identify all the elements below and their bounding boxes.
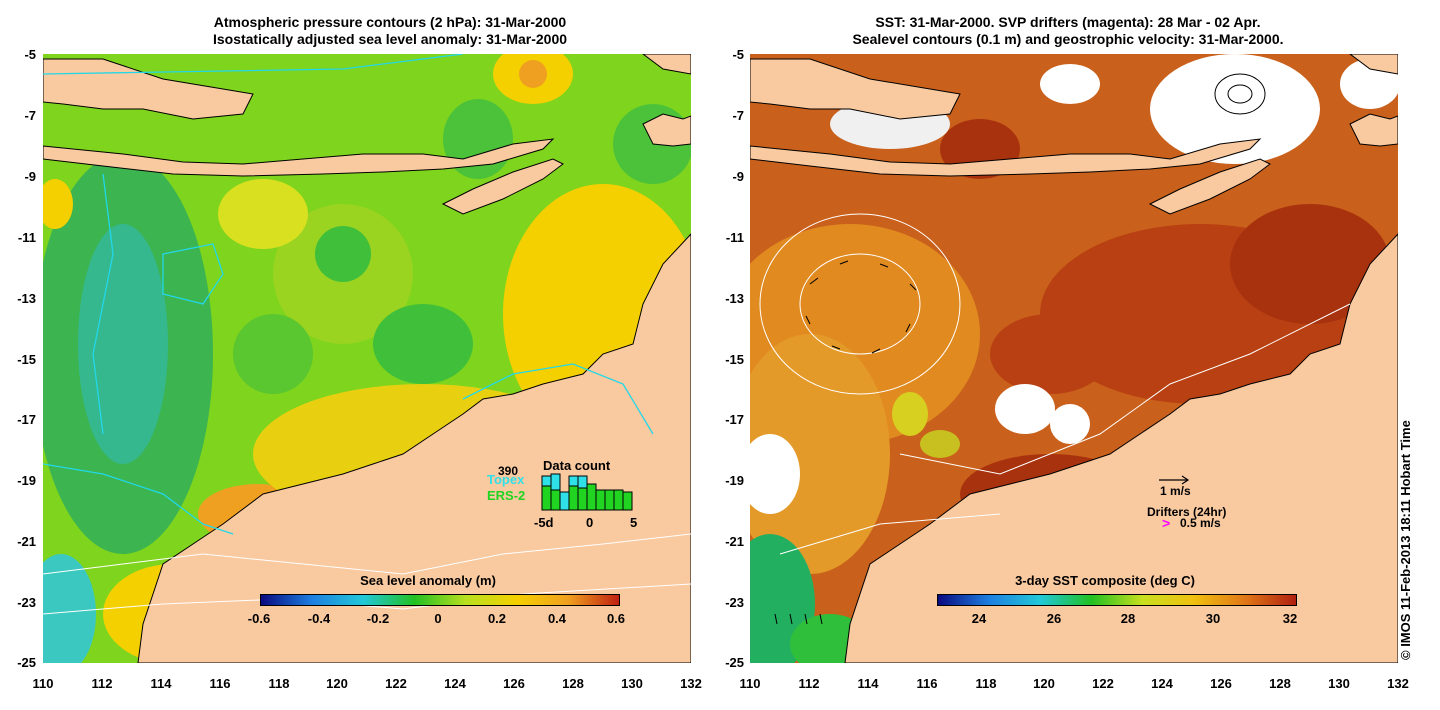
y-tick: -19 xyxy=(17,473,36,488)
land-masses-right xyxy=(750,54,1398,663)
data-count-value: 390 xyxy=(498,464,519,478)
y-tick: -21 xyxy=(17,534,36,549)
sst-tick: 28 xyxy=(1120,611,1136,626)
x-tick: 118 xyxy=(975,676,997,691)
velocity-scale-arrow xyxy=(1159,475,1190,485)
x-tick: 112 xyxy=(798,676,820,691)
y-tick: -11 xyxy=(725,230,744,245)
sla-tick: -0.4 xyxy=(307,611,331,626)
x-tick: 114 xyxy=(150,676,172,691)
sla-map-graphic xyxy=(43,54,691,663)
x-tick: 118 xyxy=(268,676,290,691)
sst-colorbar-title: 3-day SST composite (deg C) xyxy=(1015,573,1195,588)
sst-tick: 26 xyxy=(1046,611,1062,626)
y-tick: -17 xyxy=(725,412,744,427)
y-tick: -25 xyxy=(725,655,744,670)
sst-colorbar xyxy=(937,594,1297,606)
y-tick: -9 xyxy=(732,169,744,184)
x-tick: 124 xyxy=(1151,676,1173,691)
y-tick: -7 xyxy=(732,108,744,123)
y-tick: -11 xyxy=(17,230,36,245)
y-tick: -19 xyxy=(725,473,744,488)
sst-tick: 32 xyxy=(1282,611,1298,626)
sla-tick: 0.4 xyxy=(547,611,567,626)
y-tick: -5 xyxy=(24,47,36,62)
ers2-label: ERS-2 xyxy=(487,488,526,503)
x-tick: 120 xyxy=(1033,676,1055,691)
sst-map[interactable] xyxy=(750,54,1398,663)
x-tick: 124 xyxy=(444,676,466,691)
left-map-title: Atmospheric pressure contours (2 hPa): 3… xyxy=(110,14,670,48)
sla-tick: -0.2 xyxy=(366,611,390,626)
sla-tick: -0.6 xyxy=(247,611,271,626)
x-tick: 112 xyxy=(91,676,113,691)
x-tick: 128 xyxy=(562,676,584,691)
sealevel-contours xyxy=(759,213,1351,555)
y-tick: -21 xyxy=(725,534,744,549)
y-tick: -25 xyxy=(17,655,36,670)
drifters-scale-label: 0.5 m/s xyxy=(1180,516,1221,530)
sla-tick: 0.6 xyxy=(606,611,626,626)
y-tick: -15 xyxy=(725,352,744,367)
right-map-title: SST: 31-Mar-2000. SVP drifters (magenta)… xyxy=(778,14,1358,48)
velocity-scale-label: 1 m/s xyxy=(1160,484,1191,498)
geostrophic-velocity-arrows xyxy=(774,73,1266,625)
topex-label: Topex xyxy=(487,472,525,487)
land-masses xyxy=(43,54,691,663)
sla-tick: 0 xyxy=(434,611,442,626)
y-tick: -13 xyxy=(17,291,36,306)
y-tick: -9 xyxy=(24,169,36,184)
x-tick: 122 xyxy=(1092,676,1114,691)
x-tick: 110 xyxy=(739,676,761,691)
left-title-line2: Isostatically adjusted sea level anomaly… xyxy=(212,31,568,47)
right-title-line2: Sealevel contours (0.1 m) and geostrophi… xyxy=(852,31,1284,47)
x-tick: 126 xyxy=(1210,676,1232,691)
y-tick: -15 xyxy=(17,352,36,367)
imos-credit: © IMOS 11-Feb-2013 18:11 Hobart Time xyxy=(1398,420,1413,660)
pressure-contours xyxy=(43,54,654,535)
x-tick: 114 xyxy=(857,676,879,691)
sla-colorbar xyxy=(260,594,620,606)
x-tick: 130 xyxy=(621,676,643,691)
data-count-title: Data count xyxy=(543,458,611,473)
x-tick: 122 xyxy=(385,676,407,691)
y-tick: -23 xyxy=(17,595,36,610)
sst-tick: 30 xyxy=(1205,611,1221,626)
y-tick: -7 xyxy=(24,108,36,123)
y-tick: -13 xyxy=(725,291,744,306)
data-count-histogram xyxy=(541,473,633,511)
right-title-line1: SST: 31-Mar-2000. SVP drifters (magenta)… xyxy=(875,14,1261,30)
left-title-line1: Atmospheric pressure contours (2 hPa): 3… xyxy=(213,14,567,30)
sea-level-anomaly-map[interactable] xyxy=(43,54,691,663)
drifters-label: Drifters (24hr) xyxy=(1147,505,1227,519)
x-tick: 126 xyxy=(503,676,525,691)
x-tick: 132 xyxy=(1387,676,1409,691)
y-tick: -23 xyxy=(725,595,744,610)
x-tick: 116 xyxy=(209,676,231,691)
sla-tick: 0.2 xyxy=(487,611,507,626)
sst-tick: 24 xyxy=(971,611,987,626)
x-tick: 132 xyxy=(680,676,702,691)
data-count-xtick-end: 5 xyxy=(630,515,638,530)
x-tick: 110 xyxy=(32,676,54,691)
data-count-xtick-start: -5d xyxy=(534,515,554,530)
sla-colorbar-title: Sea level anomaly (m) xyxy=(360,573,496,588)
x-tick: 120 xyxy=(326,676,348,691)
x-tick: 130 xyxy=(1328,676,1350,691)
y-tick: -17 xyxy=(17,412,36,427)
x-tick: 116 xyxy=(916,676,938,691)
data-count-xtick-zero: 0 xyxy=(586,515,594,530)
drifter-arrow-icon: > xyxy=(1162,515,1171,531)
y-tick: -5 xyxy=(732,47,744,62)
x-tick: 128 xyxy=(1269,676,1291,691)
sst-map-graphic xyxy=(750,54,1398,663)
